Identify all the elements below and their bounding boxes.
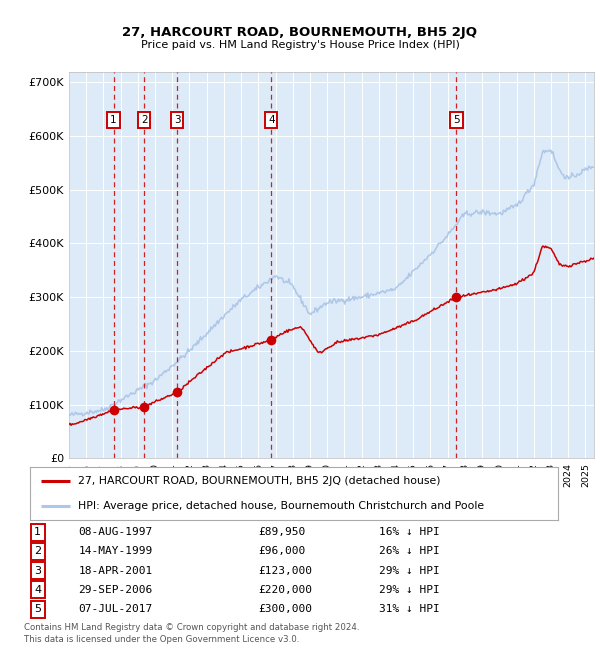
Text: 2: 2 xyxy=(34,547,41,556)
Text: 1: 1 xyxy=(34,527,41,537)
Text: 31% ↓ HPI: 31% ↓ HPI xyxy=(379,604,440,614)
Text: 27, HARCOURT ROAD, BOURNEMOUTH, BH5 2JQ: 27, HARCOURT ROAD, BOURNEMOUTH, BH5 2JQ xyxy=(122,26,478,39)
Text: 26% ↓ HPI: 26% ↓ HPI xyxy=(379,547,440,556)
Text: HPI: Average price, detached house, Bournemouth Christchurch and Poole: HPI: Average price, detached house, Bour… xyxy=(77,500,484,511)
Text: 1: 1 xyxy=(110,115,117,125)
Text: 29% ↓ HPI: 29% ↓ HPI xyxy=(379,566,440,576)
Text: Price paid vs. HM Land Registry's House Price Index (HPI): Price paid vs. HM Land Registry's House … xyxy=(140,40,460,50)
Text: 29-SEP-2006: 29-SEP-2006 xyxy=(79,585,153,595)
Text: 29% ↓ HPI: 29% ↓ HPI xyxy=(379,585,440,595)
Text: £220,000: £220,000 xyxy=(259,585,313,595)
Text: This data is licensed under the Open Government Licence v3.0.: This data is licensed under the Open Gov… xyxy=(24,635,299,644)
Text: 14-MAY-1999: 14-MAY-1999 xyxy=(79,547,153,556)
Text: £89,950: £89,950 xyxy=(259,527,306,537)
Text: 3: 3 xyxy=(34,566,41,576)
Text: 2: 2 xyxy=(141,115,148,125)
Text: 5: 5 xyxy=(34,604,41,614)
Text: 3: 3 xyxy=(174,115,181,125)
Text: £123,000: £123,000 xyxy=(259,566,313,576)
Text: 16% ↓ HPI: 16% ↓ HPI xyxy=(379,527,440,537)
Text: 18-APR-2001: 18-APR-2001 xyxy=(79,566,153,576)
Text: £300,000: £300,000 xyxy=(259,604,313,614)
Text: 5: 5 xyxy=(453,115,460,125)
Text: 4: 4 xyxy=(268,115,275,125)
Text: £96,000: £96,000 xyxy=(259,547,306,556)
Text: 4: 4 xyxy=(34,585,41,595)
Text: 08-AUG-1997: 08-AUG-1997 xyxy=(79,527,153,537)
Text: 27, HARCOURT ROAD, BOURNEMOUTH, BH5 2JQ (detached house): 27, HARCOURT ROAD, BOURNEMOUTH, BH5 2JQ … xyxy=(77,476,440,486)
Text: 07-JUL-2017: 07-JUL-2017 xyxy=(79,604,153,614)
Text: Contains HM Land Registry data © Crown copyright and database right 2024.: Contains HM Land Registry data © Crown c… xyxy=(24,623,359,632)
